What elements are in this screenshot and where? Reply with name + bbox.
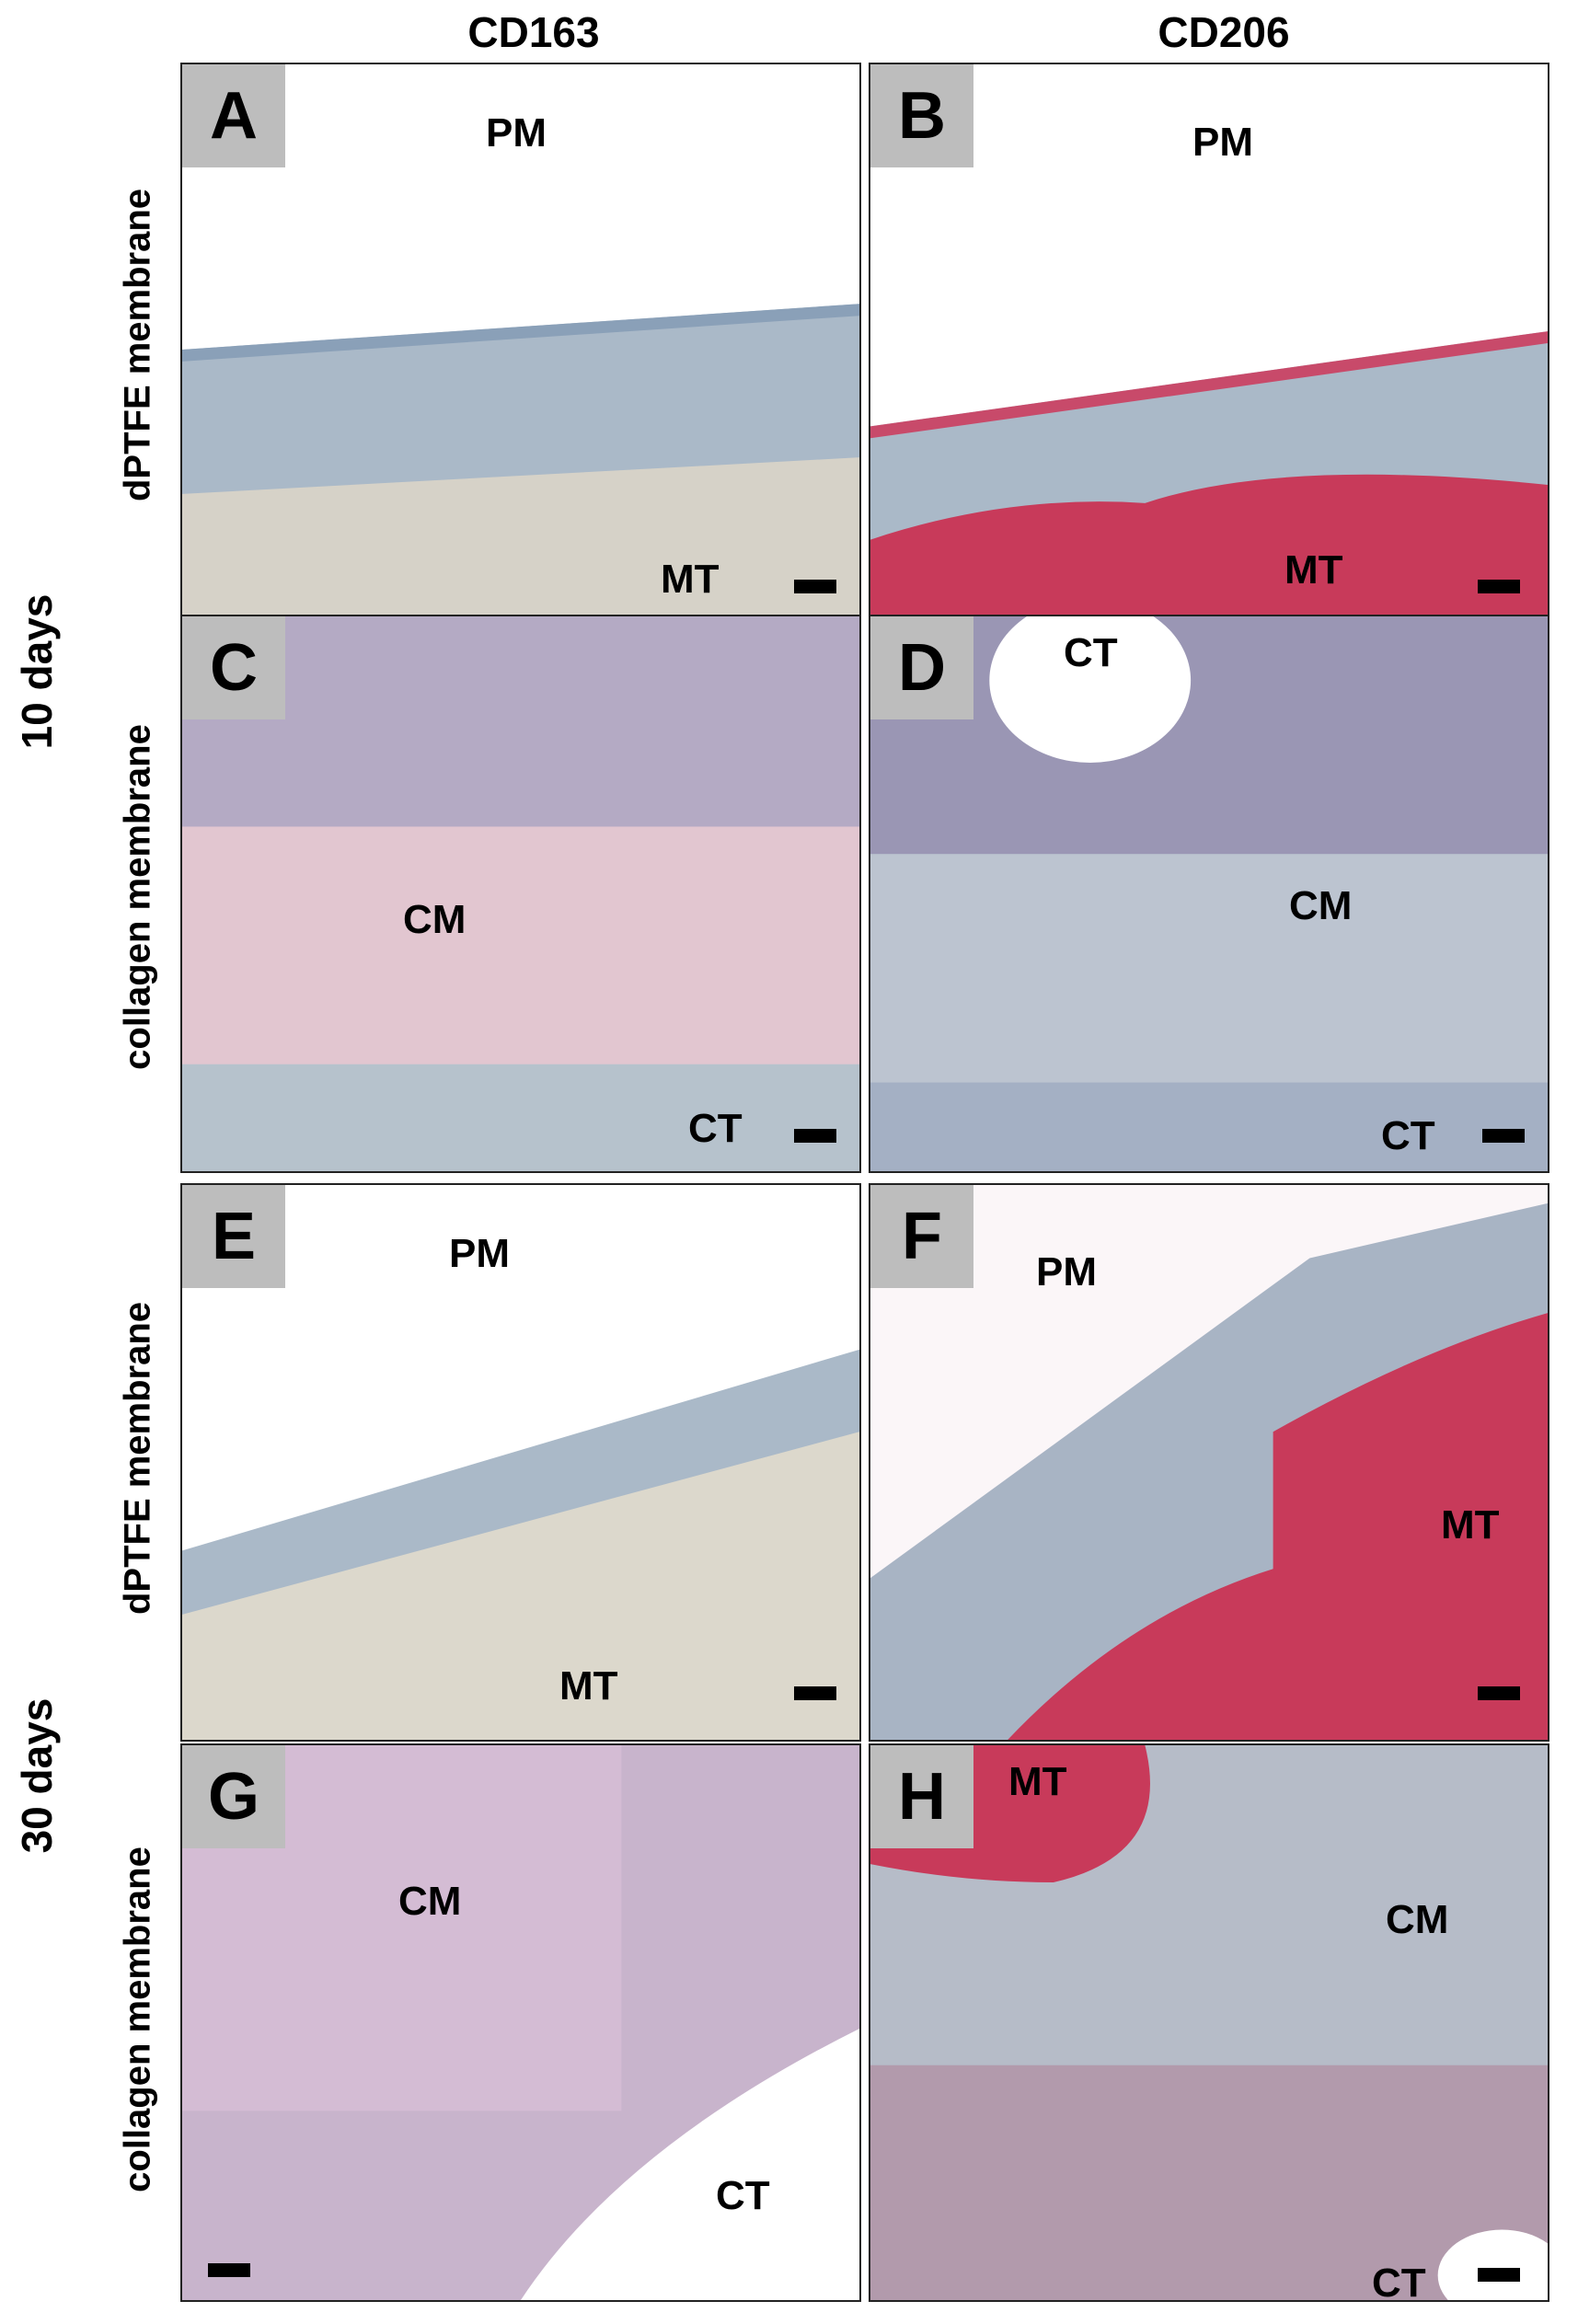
histology-image-g [182, 1745, 859, 2300]
scale-bar-e [794, 1686, 836, 1700]
label-pm-b: PM [1192, 120, 1253, 165]
panel-g: G CM CT [180, 1743, 861, 2302]
label-pm-e: PM [449, 1231, 510, 1276]
panel-c: C CM CT [180, 615, 861, 1173]
scale-bar-a [794, 580, 836, 593]
label-cm-h: CM [1386, 1897, 1449, 1942]
panel-f: F PM MT [869, 1183, 1549, 1742]
panel-h: H MT CM CT [869, 1743, 1549, 2302]
time-label-10-days: 10 days [13, 593, 61, 750]
scale-bar-c [794, 1129, 836, 1143]
panel-a: A PM MT [180, 63, 861, 621]
label-mt-h: MT [1008, 1759, 1067, 1804]
label-cm-c: CM [403, 897, 466, 942]
label-cm-g: CM [398, 1879, 462, 1924]
panel-letter-b: B [870, 64, 973, 167]
histology-image-d [870, 616, 1548, 1171]
row-label-dptfe-30: dPTFE membrane [117, 1301, 158, 1616]
label-mt-a: MT [661, 557, 720, 602]
label-mt-f: MT [1441, 1502, 1500, 1547]
label-pm-f: PM [1036, 1249, 1097, 1294]
panel-letter-g: G [182, 1745, 285, 1848]
label-mt-b: MT [1284, 547, 1343, 593]
row-label-dptfe-10: dPTFE membrane [117, 188, 158, 502]
column-header-cd163: CD163 [467, 8, 600, 56]
panel-letter-f: F [870, 1185, 973, 1288]
label-ct-h: CT [1372, 2261, 1426, 2302]
row-label-collagen-10: collagen membrane [117, 724, 158, 1070]
scale-bar-h [1478, 2268, 1520, 2282]
panel-d: D CT CM CT [869, 615, 1549, 1173]
label-cm-d: CM [1289, 883, 1353, 928]
histology-image-h [870, 1745, 1548, 2300]
label-pm-a: PM [486, 110, 547, 155]
column-header-cd206: CD206 [1158, 8, 1290, 56]
scale-bar-g [208, 2263, 250, 2277]
panel-letter-h: H [870, 1745, 973, 1848]
panel-letter-c: C [182, 616, 285, 719]
panel-letter-d: D [870, 616, 973, 719]
panel-letter-e: E [182, 1185, 285, 1288]
time-label-30-days: 30 days [13, 1697, 61, 1854]
row-label-collagen-30: collagen membrane [117, 1847, 158, 2192]
label-mt-e: MT [559, 1663, 618, 1708]
histology-image-f [870, 1185, 1548, 1740]
scale-bar-b [1478, 580, 1520, 593]
histology-image-e [182, 1185, 859, 1740]
histology-image-a [182, 64, 859, 619]
panel-letter-a: A [182, 64, 285, 167]
label-ct-d-bottom: CT [1381, 1113, 1435, 1158]
label-ct-g: CT [716, 2173, 770, 2218]
label-ct-d-top: CT [1064, 630, 1118, 675]
panel-e: E PM MT [180, 1183, 861, 1742]
panel-b: B PM MT [869, 63, 1549, 621]
label-ct-c: CT [688, 1106, 743, 1151]
scale-bar-f [1478, 1686, 1520, 1700]
histology-image-c [182, 616, 859, 1171]
histology-image-b [870, 64, 1548, 619]
scale-bar-d [1482, 1129, 1525, 1143]
